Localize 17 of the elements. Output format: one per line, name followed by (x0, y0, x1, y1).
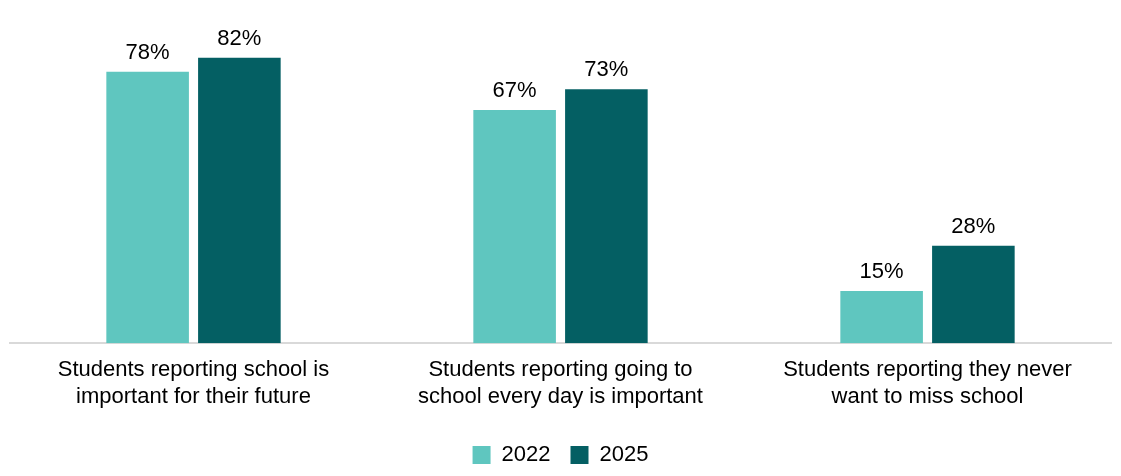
legend-label: 2025 (599, 441, 649, 467)
legend-label: 2022 (501, 441, 551, 467)
x-tick-label: Students reporting going to school every day is important (418, 356, 703, 408)
x-tick-label: Students reporting they never want to miss school (783, 356, 1072, 408)
bar (565, 89, 648, 344)
data-label: 78% (125, 38, 170, 64)
x-tick-label: Students reporting school is important for their future (57, 356, 330, 408)
bar (932, 245, 1015, 344)
bar (106, 71, 189, 344)
data-label: 67% (492, 77, 537, 103)
bar (473, 110, 556, 344)
bar (198, 57, 281, 344)
bar (840, 291, 923, 344)
data-label: 82% (217, 24, 262, 50)
data-label: 15% (859, 258, 904, 284)
data-label: 73% (584, 56, 629, 82)
data-label: 28% (951, 212, 996, 238)
